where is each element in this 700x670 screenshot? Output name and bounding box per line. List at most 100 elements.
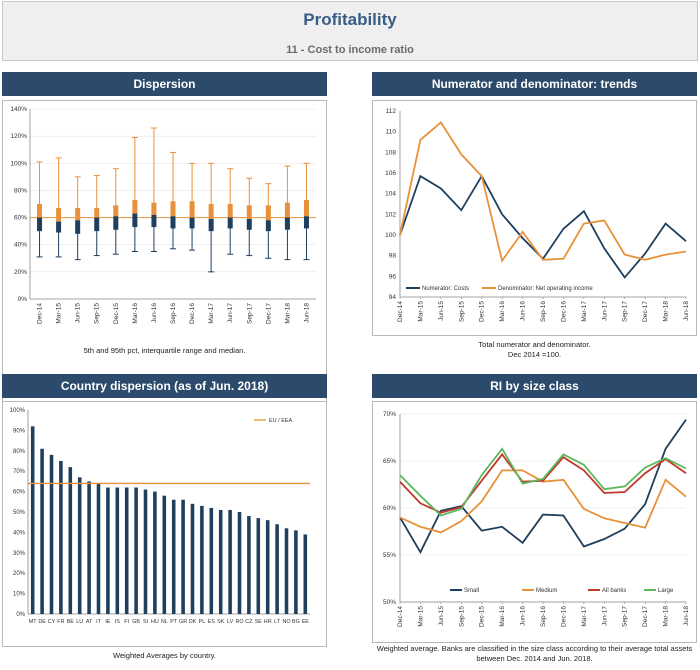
upper-box: [303, 199, 309, 217]
x-tick-label: FR: [57, 619, 64, 625]
upper-box: [113, 205, 119, 217]
trends-chart: 94 96 98 100 102 104 106 108 110 112 Dec-14 Mar-15 J…: [385, 108, 690, 322]
bar: [68, 467, 73, 614]
y-tick-label: 90%: [13, 428, 26, 434]
y-tick-label: 60%: [383, 505, 396, 512]
y-tick-label: 108: [385, 149, 396, 156]
size-caption: Weighted average. Banks are classified i…: [372, 644, 697, 664]
bar: [77, 477, 82, 614]
legend-label: Small: [464, 588, 479, 594]
x-tick-label: HR: [264, 619, 272, 625]
legend-label: All banks: [602, 588, 626, 594]
x-tick-label: Jun-17: [601, 301, 608, 321]
legend-label: Large: [658, 588, 674, 594]
x-tick-label: Dec-15: [479, 606, 486, 627]
x-tick-label: Mar-18: [663, 606, 670, 627]
y-tick-label: 80%: [14, 187, 27, 194]
bar: [124, 487, 129, 614]
lower-box: [189, 217, 195, 229]
series-line-numerator-costs: [399, 174, 687, 279]
y-tick-label: 110: [386, 129, 397, 136]
x-tick-label: Sep-16: [540, 301, 547, 322]
country-caption: Weighted Averages by country.: [113, 651, 216, 660]
bar: [87, 481, 91, 614]
y-tick-label: 0%: [16, 612, 25, 618]
legend-label-eu-eea: EU / EEA: [269, 418, 293, 424]
x-tick-label: LU: [76, 619, 83, 625]
upper-box: [284, 202, 290, 218]
page-title: Profitability: [303, 10, 397, 29]
y-tick-label: 112: [386, 108, 397, 115]
y-tick-label: 106: [385, 170, 396, 177]
y-tick-label: 70%: [383, 411, 396, 418]
size-caption-line-2: between Dec. 2014 and Jun. 2018.: [476, 654, 593, 663]
x-tick-label: Jun-16: [151, 303, 158, 323]
bar: [143, 489, 148, 614]
y-tick-label: 120%: [10, 133, 27, 140]
bar: [209, 507, 214, 614]
y-tick-label: 10%: [13, 592, 26, 598]
x-tick-label: Jun-16: [520, 606, 527, 626]
x-tick-label: Sep-15: [94, 303, 101, 324]
x-tick-label: Sep-15: [458, 301, 465, 322]
lower-box: [246, 218, 252, 230]
x-tick-label: Mar-17: [581, 301, 588, 322]
x-tick-label: CZ: [245, 619, 253, 625]
bar: [162, 495, 167, 614]
x-tick-label: Mar-16: [499, 301, 506, 322]
x-tick-label: Jun-17: [227, 303, 234, 323]
page-subtitle: 11 - Cost to income ratio: [286, 44, 414, 56]
lower-box: [56, 221, 62, 233]
x-tick-label: Mar-15: [56, 303, 63, 324]
bar: [265, 520, 270, 614]
lower-box: [75, 220, 81, 234]
bar: [256, 518, 261, 614]
bar: [181, 499, 185, 614]
x-tick-label: MT: [29, 619, 37, 625]
x-tick-label: Dec-16: [560, 301, 567, 322]
trends-panel: Numerator and denominator: trends: [372, 72, 697, 360]
bar: [40, 448, 44, 614]
x-tick-label: IE: [105, 619, 110, 625]
country-chart: 0%10%20%30%40%50%60%70%80%90%100%MT DE CY F…: [10, 408, 310, 625]
x-tick-label: SI: [143, 619, 148, 625]
legend-label: Medium: [536, 588, 557, 594]
bar: [228, 509, 232, 614]
y-tick-label: 100: [385, 232, 396, 239]
y-tick-label: 80%: [13, 449, 26, 455]
bar: [237, 512, 242, 614]
lower-box: [151, 214, 157, 228]
bar: [247, 516, 251, 614]
size-title: RI by size class: [372, 374, 697, 398]
y-tick-label: 100%: [10, 160, 27, 167]
bar: [49, 454, 54, 614]
dispersion-title: Dispersion: [2, 72, 327, 96]
trends-caption-line-1: Total numerator and denominator.: [478, 340, 591, 349]
x-tick-label: Jun-15: [438, 301, 445, 321]
x-tick-label: Sep-16: [540, 606, 547, 627]
size-caption-line-1: Weighted average. Banks are classified i…: [376, 644, 693, 653]
x-tick-label: Mar-15: [417, 606, 424, 627]
x-tick-label: Mar-17: [581, 606, 588, 627]
x-tick-label: IS: [115, 619, 120, 625]
lower-box: [284, 217, 290, 230]
dispersion-caption: 5th and 95th pct, interquartile range an…: [83, 346, 246, 355]
x-tick-label: Dec-17: [642, 606, 649, 627]
upper-box: [189, 201, 195, 218]
lower-box: [37, 217, 43, 232]
y-tick-label: 0%: [18, 296, 28, 303]
x-tick-label: Sep-17: [622, 606, 629, 627]
x-tick-label: SK: [217, 619, 225, 625]
lower-box: [113, 216, 119, 230]
x-tick-label: Dec-15: [113, 303, 120, 324]
size-chart-box: [372, 401, 697, 643]
country-panel: Country dispersion (as of Jun. 2018): [2, 374, 327, 398]
bar: [294, 530, 298, 614]
upper-box: [56, 208, 62, 222]
upper-box: [94, 208, 100, 218]
y-tick-label: 100%: [10, 408, 26, 414]
x-tick-label: Sep-16: [170, 303, 177, 324]
y-tick-label: 50%: [383, 599, 396, 606]
x-tick-label: Mar-17: [208, 303, 215, 324]
bar: [134, 487, 138, 614]
